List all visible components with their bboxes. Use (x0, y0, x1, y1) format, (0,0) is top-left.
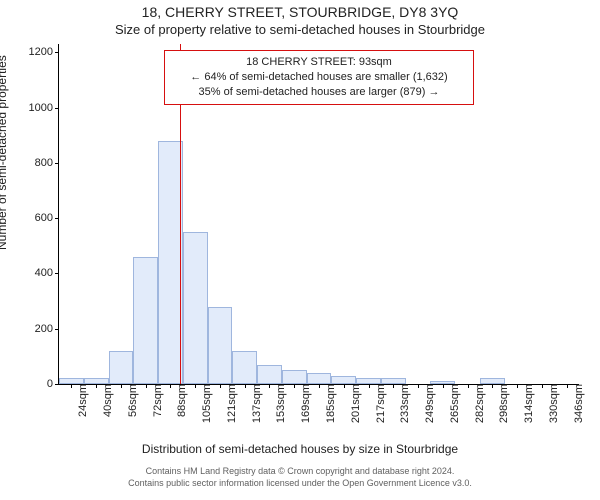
info-box-line-2: ← 64% of semi-detached houses are smalle… (171, 70, 467, 85)
y-tick-label: 400 (35, 267, 59, 279)
x-tick-label: 201sqm (344, 384, 362, 423)
x-tick-label: 282sqm (468, 384, 486, 423)
info-box-line-1: 18 CHERRY STREET: 93sqm (171, 55, 467, 70)
x-tick-label: 88sqm (170, 384, 188, 417)
x-tick-label: 105sqm (195, 384, 213, 423)
histogram-bar (232, 351, 257, 384)
y-tick-label: 1200 (29, 46, 59, 58)
histogram-bar (183, 232, 208, 384)
info-box-line-3: 35% of semi-detached houses are larger (… (171, 85, 467, 100)
x-tick-label: 40sqm (96, 384, 114, 417)
chart-title-address: 18, CHERRY STREET, STOURBRIDGE, DY8 3YQ (0, 4, 600, 20)
x-tick-label: 233sqm (393, 384, 411, 423)
attribution-footer: Contains HM Land Registry data © Crown c… (0, 466, 600, 489)
y-tick-label: 600 (35, 212, 59, 224)
x-tick-label: 56sqm (121, 384, 139, 417)
histogram-bar (282, 370, 307, 384)
x-tick-label: 314sqm (517, 384, 535, 423)
x-tick-label: 265sqm (443, 384, 461, 423)
y-tick-label: 1000 (29, 102, 59, 114)
summary-info-box: 18 CHERRY STREET: 93sqm← 64% of semi-det… (164, 50, 474, 105)
histogram-bar (158, 141, 183, 384)
x-tick-label: 330sqm (542, 384, 560, 423)
property-size-chart: 18, CHERRY STREET, STOURBRIDGE, DY8 3YQ … (0, 0, 600, 500)
footer-line-2: Contains public sector information licen… (0, 478, 600, 490)
x-tick-label: 346sqm (567, 384, 585, 423)
x-tick-label: 249sqm (418, 384, 436, 423)
x-tick-label: 185sqm (319, 384, 337, 423)
histogram-bar (133, 257, 158, 384)
histogram-bar (109, 351, 134, 384)
histogram-bar (257, 365, 282, 384)
histogram-bar (208, 307, 233, 384)
y-tick-label: 0 (47, 378, 59, 390)
x-axis-label: Distribution of semi-detached houses by … (0, 442, 600, 456)
x-tick-label: 169sqm (294, 384, 312, 423)
chart-title-description: Size of property relative to semi-detach… (0, 22, 600, 37)
x-tick-label: 137sqm (245, 384, 263, 423)
x-tick-label: 24sqm (71, 384, 89, 417)
y-tick-label: 200 (35, 323, 59, 335)
y-axis-label: Number of semi-detached properties (0, 55, 9, 250)
x-tick-label: 298sqm (492, 384, 510, 423)
x-tick-label: 217sqm (369, 384, 387, 423)
footer-line-1: Contains HM Land Registry data © Crown c… (0, 466, 600, 478)
x-tick-label: 72sqm (146, 384, 164, 417)
histogram-bar (331, 376, 356, 384)
plot-area: 02004006008001000120024sqm40sqm56sqm72sq… (58, 44, 579, 385)
x-tick-label: 121sqm (220, 384, 238, 423)
x-tick-label: 153sqm (269, 384, 287, 423)
histogram-bar (307, 373, 332, 384)
y-tick-label: 800 (35, 157, 59, 169)
